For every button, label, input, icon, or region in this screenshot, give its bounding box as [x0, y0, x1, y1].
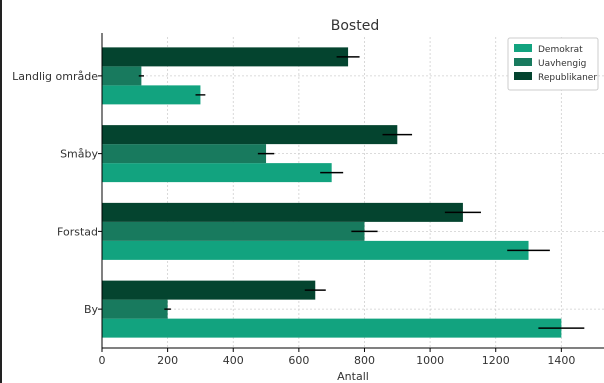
bar-uavhengig-1	[102, 299, 168, 319]
x-tick-label: 600	[288, 354, 309, 367]
x-tick-label: 1400	[547, 354, 575, 367]
legend-swatch-republikaner	[514, 72, 532, 80]
bar-demokrat-4	[102, 85, 201, 105]
legend-label-republikaner: Republikaner	[538, 73, 597, 83]
bar-demokrat-3	[102, 163, 332, 183]
x-axis-label: Antall	[337, 370, 369, 383]
error-bars	[138, 56, 585, 329]
y-tick-label: Småby	[60, 148, 98, 161]
x-tick-label: 400	[223, 354, 244, 367]
y-tick-label: Landlig område	[12, 70, 98, 83]
y-tick-label: By	[84, 303, 99, 316]
bar-uavhengig-3	[102, 144, 267, 164]
legend-swatch-uavhengig	[514, 58, 532, 66]
axes	[101, 33, 604, 349]
bars	[102, 47, 562, 338]
bar-uavhengig-4	[102, 66, 142, 86]
legend-swatch-demokrat	[514, 44, 532, 52]
x-tick-labels: 0 200 400 600 800 1000 1200 1400	[99, 348, 575, 367]
bar-uavhengig-2	[102, 221, 365, 241]
chart-title: Bosted	[331, 18, 379, 34]
x-tick-label: 1200	[482, 354, 510, 367]
y-tick-labels: By Forstad Småby Landlig område	[12, 70, 102, 316]
left-edge-rule	[0, 0, 2, 383]
bar-republikaner-3	[102, 125, 398, 145]
legend: Demokrat Uavhengig Republikaner	[507, 37, 599, 91]
x-tick-label: 800	[354, 354, 375, 367]
bar-republikaner-1	[102, 280, 316, 300]
x-tick-label: 0	[99, 354, 106, 367]
bar-republikaner-2	[102, 202, 463, 222]
bar-republikaner-4	[102, 47, 349, 67]
legend-label-uavhengig: Uavhengig	[538, 59, 586, 69]
y-tick-label: Forstad	[57, 225, 98, 238]
x-tick-label: 1000	[416, 354, 444, 367]
bar-demokrat-2	[102, 240, 529, 260]
legend-label-demokrat: Demokrat	[538, 45, 583, 55]
bar-demokrat-1	[102, 318, 562, 338]
x-tick-label: 200	[157, 354, 178, 367]
